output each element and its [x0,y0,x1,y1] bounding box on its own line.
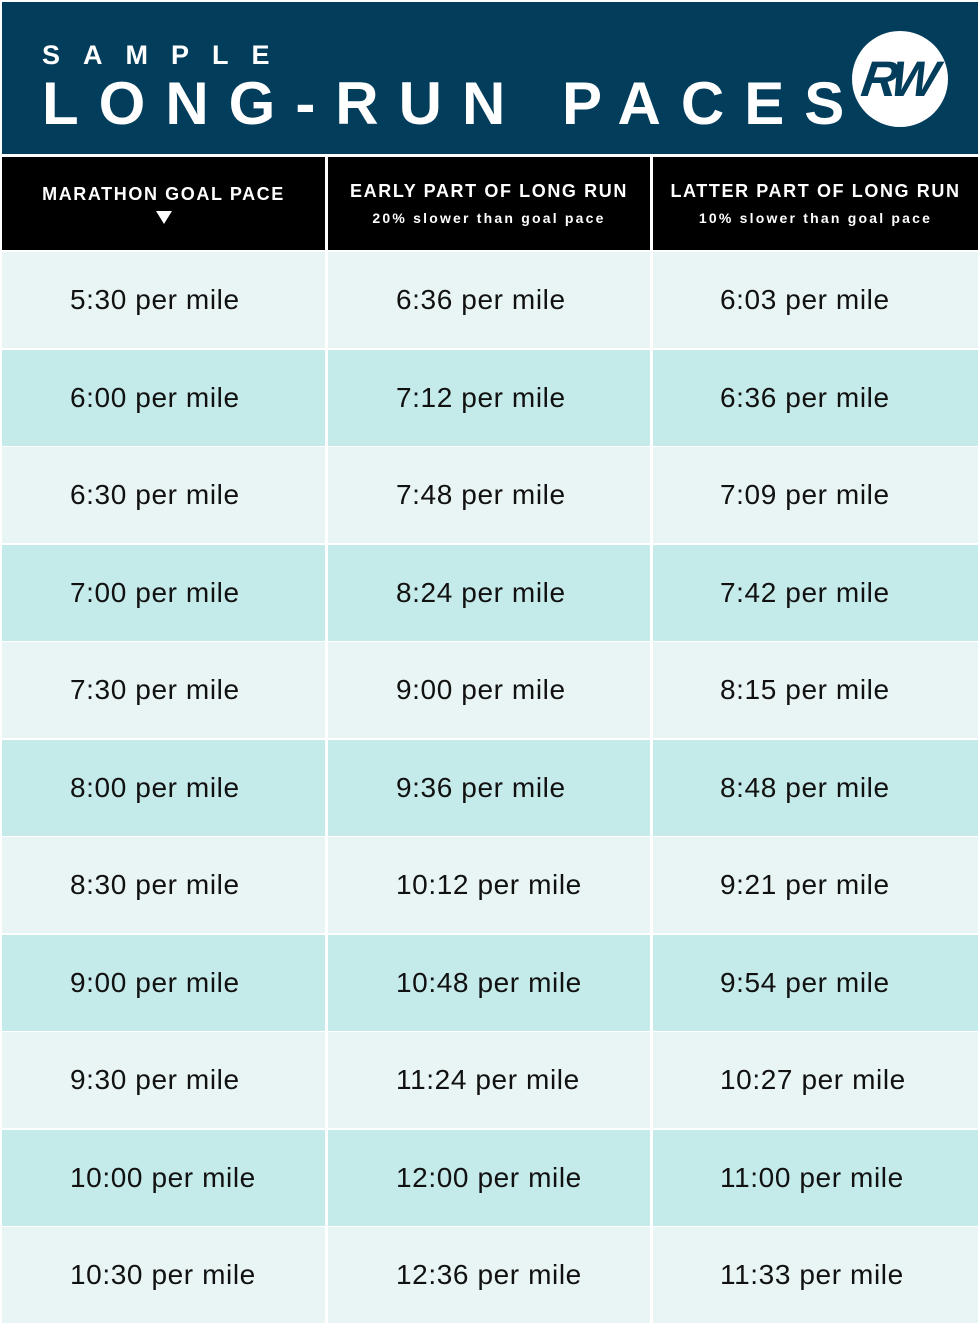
table-row: 5:30 per mile 6:36 per mile 6:03 per mil… [2,252,978,350]
banner-kicker: SAMPLE [42,40,293,70]
table-row: 7:00 per mile 8:24 per mile 7:42 per mil… [2,544,978,643]
table-row: 8:00 per mile 9:36 per mile 8:48 per mil… [2,739,978,838]
goal-pace-cell: 7:30 per mile [2,642,325,738]
latter-pace-cell: 11:00 per mile [653,1129,978,1226]
goal-pace-cell: 10:00 per mile [2,1129,325,1226]
goal-pace-cell: 10:30 per mile [2,1227,325,1323]
early-pace-cell: 7:48 per mile [328,447,650,543]
table-row: 6:30 per mile 7:48 per mile 7:09 per mil… [2,447,978,545]
goal-pace-cell: 6:00 per mile [2,349,325,446]
goal-pace-cell: 9:00 per mile [2,934,325,1031]
table-row: 9:30 per mile 11:24 per mile 10:27 per m… [2,1032,978,1130]
goal-pace-cell: 6:30 per mile [2,447,325,543]
column-title: EARLY PART OF LONG RUN [350,181,628,201]
column-title: MARATHON GOAL PACE [42,183,285,204]
table-row: 10:00 per mile 12:00 per mile 11:00 per … [2,1129,978,1228]
table-row: 7:30 per mile 9:00 per mile 8:15 per mil… [2,642,978,740]
logo-text: RW [857,51,937,107]
title-banner: SAMPLE LONG-RUN PACES RW [2,2,978,154]
early-pace-cell: 11:24 per mile [328,1032,650,1128]
latter-pace-cell: 8:15 per mile [653,642,978,738]
table-row: 8:30 per mile 10:12 per mile 9:21 per mi… [2,837,978,935]
latter-pace-cell: 6:36 per mile [653,349,978,446]
goal-pace-cell: 7:00 per mile [2,544,325,641]
goal-pace-cell: 8:00 per mile [2,739,325,836]
latter-pace-cell: 7:09 per mile [653,447,978,543]
early-pace-cell: 12:00 per mile [328,1129,650,1226]
early-pace-cell: 9:36 per mile [328,739,650,836]
column-header-early-part: EARLY PART OF LONG RUN 20% slower than g… [328,157,650,250]
table-header: MARATHON GOAL PACE EARLY PART OF LONG RU… [2,157,978,250]
early-pace-cell: 8:24 per mile [328,544,650,641]
column-subtitle: 20% slower than goal pace [372,210,606,226]
column-header-goal-pace: MARATHON GOAL PACE [2,157,325,250]
latter-pace-cell: 7:42 per mile [653,544,978,641]
early-pace-cell: 9:00 per mile [328,642,650,738]
latter-pace-cell: 9:21 per mile [653,837,978,933]
goal-pace-cell: 8:30 per mile [2,837,325,933]
latter-pace-cell: 10:27 per mile [653,1032,978,1128]
banner-headline: LONG-RUN PACES [42,70,865,137]
early-pace-cell: 10:48 per mile [328,934,650,1031]
column-subtitle: 10% slower than goal pace [698,210,933,226]
early-pace-cell: 10:12 per mile [328,837,650,933]
column-header-latter-part: LATTER PART OF LONG RUN 10% slower than … [653,157,978,250]
latter-pace-cell: 8:48 per mile [653,739,978,836]
early-pace-cell: 12:36 per mile [328,1227,650,1323]
latter-pace-cell: 11:33 per mile [653,1227,978,1323]
latter-pace-cell: 9:54 per mile [653,934,978,1031]
rw-logo-icon: RW [852,31,948,127]
column-title: LATTER PART OF LONG RUN [670,181,961,201]
goal-pace-cell: 5:30 per mile [2,252,325,348]
table-row: 6:00 per mile 7:12 per mile 6:36 per mil… [2,349,978,448]
table-body: 5:30 per mile 6:36 per mile 6:03 per mil… [2,252,978,1324]
table-row: 10:30 per mile 12:36 per mile 11:33 per … [2,1227,978,1324]
table-row: 9:00 per mile 10:48 per mile 9:54 per mi… [2,934,978,1033]
triangle-down-icon [155,210,172,224]
early-pace-cell: 7:12 per mile [328,349,650,446]
latter-pace-cell: 6:03 per mile [653,252,978,348]
early-pace-cell: 6:36 per mile [328,252,650,348]
goal-pace-cell: 9:30 per mile [2,1032,325,1128]
